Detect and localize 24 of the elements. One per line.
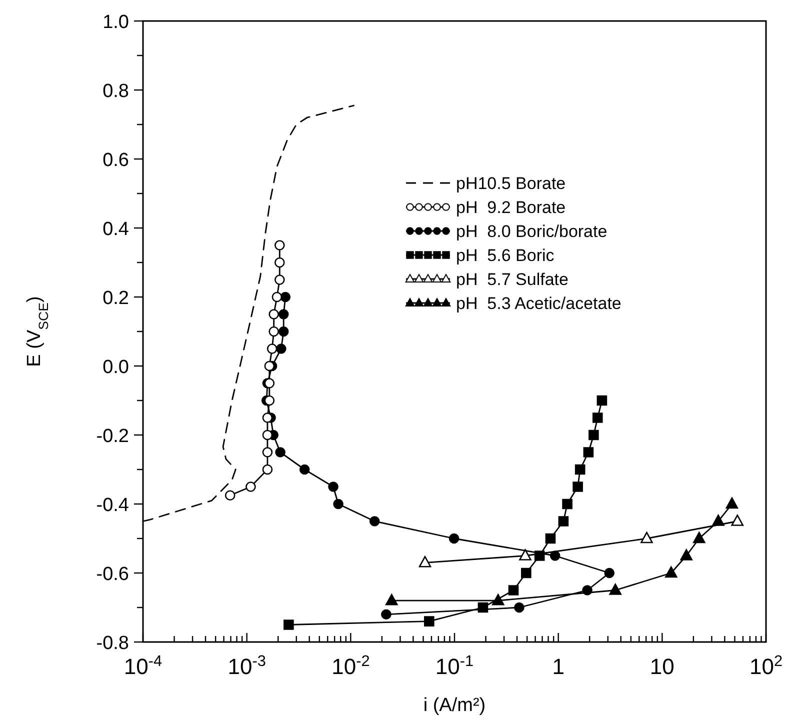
y-tick-label: -0.6	[96, 564, 129, 585]
y-tick-label: -0.2	[96, 426, 129, 447]
legend-label: pH 8.0 Boric/borate	[456, 222, 608, 241]
legend-label: pH 5.3 Acetic/acetate	[456, 294, 622, 313]
x-tick-label: 10$^{-4}$	[124, 652, 163, 679]
x-tick-label: 10$^{2}$	[749, 652, 783, 679]
x-axis-title: i (A/m²)	[423, 695, 486, 716]
y-tick-label: 0.6	[102, 150, 129, 171]
y-tick-label: 1.0	[102, 12, 129, 33]
y-tick-label: -0.8	[96, 633, 129, 654]
x-tick-label: 10$^{-1}$	[435, 652, 474, 679]
x-tick-label: 10$^{-2}$	[332, 652, 370, 679]
y-tick-label: 0.2	[102, 288, 129, 309]
legend-label: pH 5.6 Boric	[456, 246, 555, 265]
legend-label: pH 5.7 Sulfate	[456, 270, 568, 289]
y-tick-label: -0.4	[96, 495, 130, 516]
y-tick-label: 0.0	[102, 357, 129, 378]
y-tick-label: 0.4	[102, 219, 130, 240]
legend-label: pH10.5 Borate	[456, 174, 566, 193]
y-tick-label: 0.8	[102, 81, 129, 102]
x-tick-label: 10	[650, 654, 674, 679]
x-tick-label: 1	[552, 654, 564, 679]
legend-label: pH 9.2 Borate	[456, 198, 566, 217]
x-tick-label: 10$^{-3}$	[228, 652, 266, 679]
